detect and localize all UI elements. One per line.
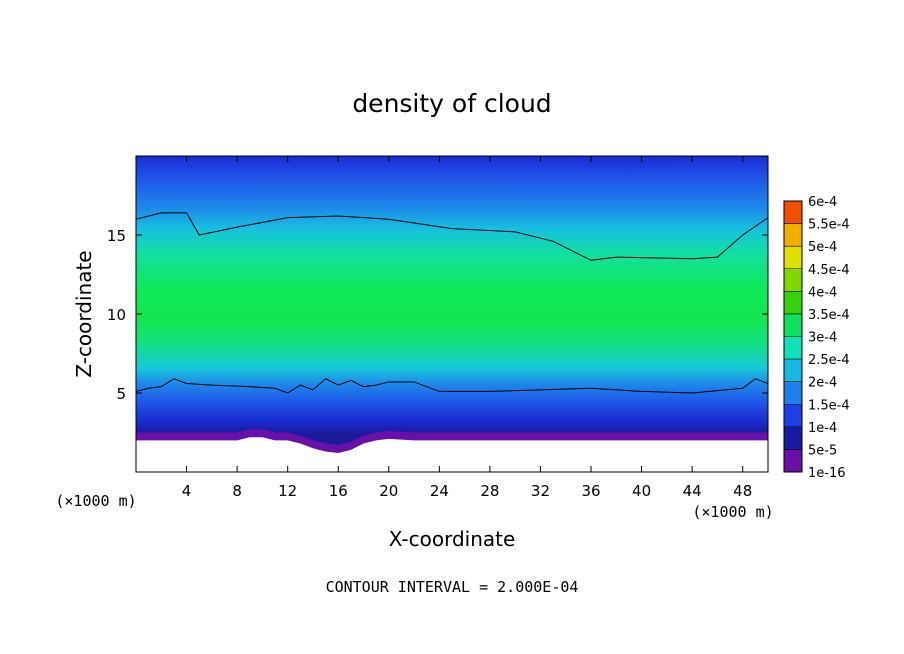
upper-contour-line bbox=[136, 212, 768, 261]
plot-area bbox=[136, 156, 768, 472]
x-unit-label: (×1000 m) bbox=[692, 503, 773, 521]
colorbar-label: 2e-4 bbox=[808, 376, 837, 391]
colorbar-swatch bbox=[784, 336, 802, 360]
x-axis-label: X-coordinate bbox=[389, 527, 516, 551]
colorbar-label: 1.5e-4 bbox=[808, 398, 850, 413]
x-tick-label: 12 bbox=[278, 482, 297, 500]
x-tick-label: 44 bbox=[683, 482, 702, 500]
min-density-band bbox=[136, 429, 768, 454]
colorbar: 1e-16 5e-5 1e-4 1.5e-4 2e-4 2.5e-4 3e-4 3.5e-4 4… bbox=[783, 195, 850, 481]
colorbar-label: 4.5e-4 bbox=[808, 263, 850, 278]
no-cloud-region bbox=[136, 437, 768, 472]
x-tick-label: 48 bbox=[733, 482, 752, 500]
colorbar-label: 4e-4 bbox=[808, 285, 837, 300]
colorbar-swatch bbox=[784, 291, 802, 315]
colorbar-swatch bbox=[784, 426, 802, 450]
x-tick-label: 16 bbox=[329, 482, 348, 500]
colorbar-swatch bbox=[784, 223, 802, 247]
colorbar-label: 2.5e-4 bbox=[808, 353, 850, 368]
colorbar-label: 1e-16 bbox=[808, 466, 846, 481]
y-tick-label: 10 bbox=[107, 306, 126, 324]
colorbar-swatch bbox=[784, 313, 802, 337]
contour-interval-note: CONTOUR INTERVAL = 2.000E-04 bbox=[326, 578, 579, 596]
chart-title: density of cloud bbox=[352, 89, 551, 118]
colorbar-swatch bbox=[784, 268, 802, 292]
colorbar-label: 3.5e-4 bbox=[808, 308, 850, 323]
y-axis-label: Z-coordinate bbox=[72, 250, 96, 377]
colorbar-label: 3e-4 bbox=[808, 331, 837, 346]
colorbar-swatch bbox=[784, 381, 802, 405]
colorbar-label: 5e-5 bbox=[808, 443, 837, 458]
colorbar-label: 5.5e-4 bbox=[808, 218, 850, 233]
x-tick-label: 20 bbox=[379, 482, 398, 500]
y-tick-label: 15 bbox=[107, 227, 126, 245]
colorbar-label: 5e-4 bbox=[808, 240, 837, 255]
y-tick-label: 5 bbox=[116, 385, 126, 403]
colorbar-label: 6e-4 bbox=[808, 195, 837, 210]
x-tick-label: 28 bbox=[480, 482, 499, 500]
low-density-region bbox=[535, 156, 715, 241]
colorbar-swatch bbox=[784, 404, 802, 428]
x-tick-label: 24 bbox=[430, 482, 449, 500]
x-axis: 4 8 12 16 20 24 28 32 36 40 44 48 bbox=[182, 156, 752, 500]
colorbar-swatch bbox=[784, 246, 802, 270]
x-tick-label: 40 bbox=[632, 482, 651, 500]
x-tick-label: 32 bbox=[531, 482, 550, 500]
z-unit-label: (×1000 m) bbox=[55, 492, 136, 510]
colorbar-label: 1e-4 bbox=[808, 421, 837, 436]
colorbar-swatch bbox=[784, 449, 802, 473]
x-tick-label: 4 bbox=[182, 482, 192, 500]
lower-contour-line bbox=[136, 378, 768, 394]
x-tick-label: 8 bbox=[232, 482, 242, 500]
y-axis: 5 10 15 bbox=[107, 227, 768, 403]
colorbar-swatch bbox=[784, 201, 802, 225]
x-tick-label: 36 bbox=[581, 482, 600, 500]
colorbar-swatch bbox=[784, 359, 802, 383]
